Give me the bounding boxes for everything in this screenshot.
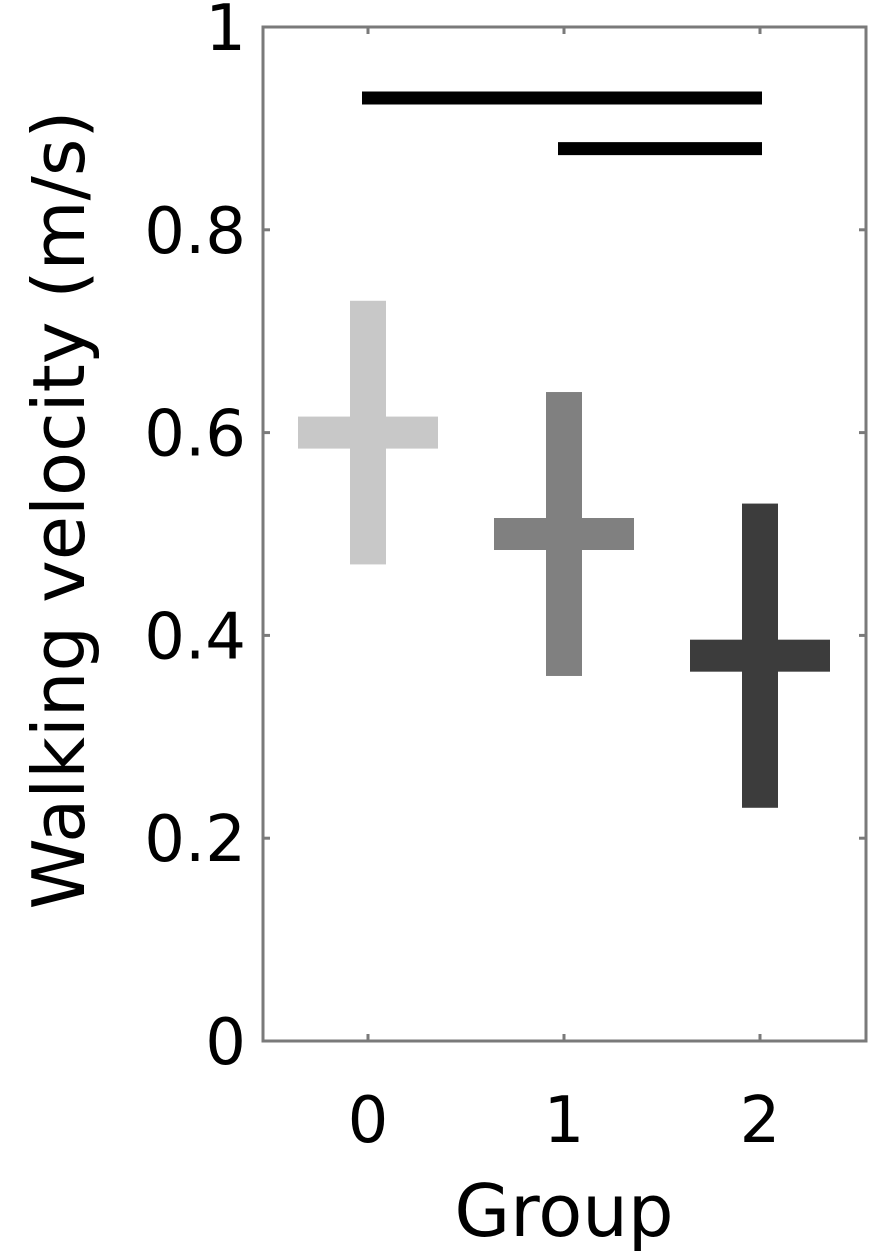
y-axis-label: Walking velocity (m/s) [17,111,101,910]
error-cross [298,300,438,565]
y-tick-label: 0.6 [144,398,246,472]
y-tick-label: 0.2 [144,803,246,877]
x-axis-label: Group [454,1169,673,1253]
x-tick-labels: 0 1 2 [348,1084,781,1158]
y-tick-label: 1 [205,0,246,66]
y-tick-labels: 0 0.2 0.4 0.6 0.8 1 [144,0,246,1080]
y-tick-label: 0 [205,1006,246,1080]
error-cross [690,503,830,808]
y-tick-label: 0.8 [144,195,246,269]
significance-bars [362,91,762,156]
mean-bar-horizontal [494,518,634,550]
axis-ticks [263,25,866,1043]
x-tick-label: 2 [740,1084,781,1158]
y-tick-label: 0.4 [144,600,246,674]
mean-bar-horizontal [690,639,830,672]
data-marks [298,300,830,808]
x-tick-label: 0 [348,1084,389,1158]
mean-bar-horizontal [298,416,438,449]
x-tick-label: 1 [544,1084,585,1158]
error-cross [494,392,634,676]
